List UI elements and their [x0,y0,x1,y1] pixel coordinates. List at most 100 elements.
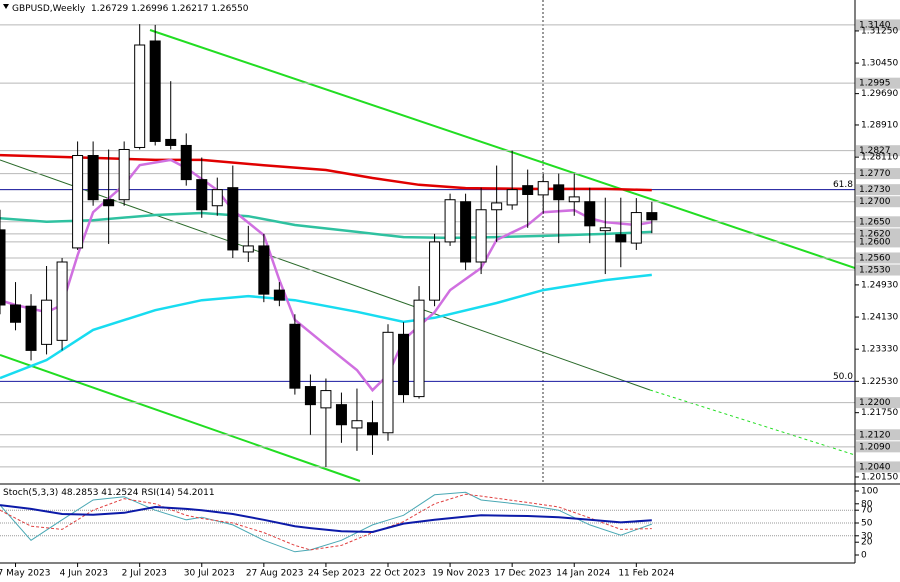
candle-body [258,245,270,295]
osc-tick-label: 0 [861,551,867,561]
y-tick-label: 1.28910 [861,120,898,130]
oscillator-header: Stoch(5,3,3) 48.2853 41.2524 RSI(14) 54.… [3,488,215,498]
close: 1.26550 [211,4,248,14]
x-tick-label: 7 May 2023 [0,569,50,579]
level-label-box [856,19,900,31]
stoch-signal: 41.2524 [101,488,138,498]
symbol-icon [3,4,9,9]
candle-body [134,44,146,148]
x-tick-label: 22 Oct 2023 [370,569,426,579]
level-label-box [856,461,900,473]
candle-body [211,189,223,207]
candle-body [522,185,534,195]
candle-body [227,187,239,251]
candle-body [491,202,503,211]
y-tick-label: 1.30450 [861,59,898,69]
channel-extension [649,389,855,456]
osc-tick-label: 30 [861,531,873,541]
candle-body [320,390,332,409]
y-tick-label: 1.20150 [861,472,898,482]
candle-body [351,420,363,429]
candle-body [25,305,37,351]
candle-body [475,209,487,263]
low: 1.26217 [171,4,208,14]
level-label-box [856,252,900,264]
candle-body [87,155,99,201]
level-label: 1.2650 [859,217,891,227]
candle-body [289,323,301,389]
stoch-name: Stoch(5,3,3) [3,488,58,498]
price-axis: 1.3140 1.2995 1.2827 1.2770 1.2730 1.2700 1.26… [855,19,900,561]
candle-body [103,199,115,207]
level-label-box [856,228,900,240]
rsi-value: 54.2011 [177,488,214,498]
candle-body [118,148,130,201]
level-label-box [856,429,900,441]
level-label-box [856,145,900,157]
level-label: 1.2995 [859,79,891,89]
x-tick-label: 2 Jul 2023 [122,569,167,579]
y-tick-label: 1.31250 [861,26,898,36]
candle-body [460,201,472,263]
y-tick-label: 1.28110 [861,153,898,163]
rsi-name: RSI(14) [141,488,174,498]
candle-body [149,40,161,142]
x-tick-label: 27 Aug 2023 [246,569,304,579]
candle-body [584,201,596,227]
level-label: 1.2600 [859,237,891,247]
x-tick-label: 11 Feb 2024 [618,569,674,579]
osc-tick-label: 80 [861,499,873,509]
high: 1.26996 [131,4,168,14]
candle-body [273,289,285,301]
candle-body [444,199,456,243]
level-label-box [856,184,900,196]
level-label: 1.2120 [859,430,891,440]
y-tick-label: 1.29690 [861,89,898,99]
osc-tick-label: 100 [861,487,878,497]
candle-body [568,196,580,203]
stoch-main: 48.2853 [61,488,98,498]
symbol: GBPUSD,Weekly [12,4,86,14]
trend-line [149,29,855,269]
moving-average [0,211,652,240]
candle-body [41,299,53,345]
x-tick-label: 17 Dec 2023 [494,569,552,579]
candle-body [10,304,22,323]
fib-label: 50.0 [833,372,853,382]
x-tick-label: 4 Jun 2023 [60,569,108,579]
level-label: 1.2620 [859,229,891,239]
candle-body [646,212,658,221]
y-tick-label: 1.24930 [861,280,898,290]
level-label: 1.2090 [859,442,891,452]
candle-body [196,179,208,211]
level-label: 1.2770 [859,169,891,179]
y-tick-label: 1.23330 [861,345,898,355]
level-label-box [856,236,900,248]
trend-line [0,354,361,482]
chart-header: GBPUSD,Weekly 1.26729 1.26996 1.26217 1.… [12,4,249,14]
candle-body [506,189,518,206]
candle-body [615,234,627,243]
candle-body [0,229,6,306]
candle-body [429,241,441,301]
open: 1.26729 [91,4,128,14]
x-tick-label: 30 Jul 2023 [184,569,235,579]
moving-average [0,273,652,380]
oscillator-line [0,491,652,553]
candle-body [366,422,378,436]
level-label: 1.2040 [859,462,891,472]
oscillator-line [0,493,652,551]
price-panel: 61.8 50.0 [0,0,855,483]
osc-tick-label: 70 [861,506,873,516]
level-label: 1.2827 [859,146,891,156]
candle-body [599,227,611,232]
candle-body [72,155,84,249]
oscillator-panel [0,491,855,553]
candle-body [242,245,254,253]
level-label: 1.2730 [859,185,891,195]
level-label-box [856,216,900,228]
candle-body [165,138,177,146]
y-tick-label: 1.24130 [861,313,898,323]
osc-tick-label: 20 [861,538,873,548]
